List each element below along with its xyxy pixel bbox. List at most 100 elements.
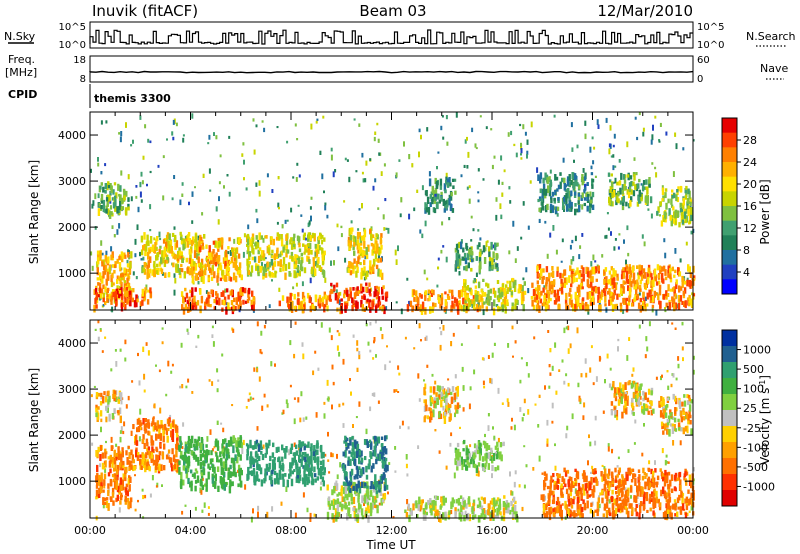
echo-cell [646,202,649,206]
echo-cell [99,272,102,281]
scatter-cell [548,385,551,389]
echo-cell [374,499,378,503]
echo-cell [371,503,374,510]
scatter-cell [475,272,478,277]
scatter-cell [581,233,584,237]
echo-cell [548,272,551,279]
scatter-cell [665,131,668,136]
echo-cell [127,497,130,503]
echo-cell [120,457,123,464]
echo-cell [159,443,162,447]
echo-cell [354,236,357,242]
echo-cell [303,480,307,487]
scatter-cell [514,340,517,344]
scatter-cell [293,397,296,400]
echo-cell [509,280,512,288]
scatter-cell [417,373,420,379]
echo-cell [424,295,427,301]
echo-cell [102,284,105,289]
echo-cell [641,184,645,192]
echo-cell [111,456,115,463]
echo-cell [209,255,212,259]
echo-cell [347,482,351,489]
scatter-cell [442,325,445,331]
scatter-cell [477,229,480,232]
echo-cell [535,304,539,312]
scatter-cell [477,497,480,501]
scatter-cell [116,229,119,235]
echo-cell [565,292,568,301]
echo-cell [452,185,455,189]
echo-cell [224,260,227,267]
scatter-cell [442,245,445,248]
echo-cell [317,467,321,476]
echo-cell [444,299,447,306]
scatter-cell [352,334,355,338]
scatter-cell [468,198,471,204]
scatter-cell [219,154,222,158]
echo-cell [344,449,347,458]
echo-cell [235,255,238,264]
echo-cell [565,199,568,206]
echo-cell [246,258,249,266]
echo-cell [577,192,581,197]
scatter-cell [276,126,279,129]
echo-cell [147,446,151,451]
echo-cell [376,247,379,254]
echo-cell [371,302,374,310]
scatter-cell [543,285,546,288]
echo-cell [227,294,230,300]
echo-cell [374,474,377,482]
echo-cell [439,505,442,510]
echo-cell [557,303,561,309]
scatter-cell [585,372,588,378]
scatter-cell [658,139,661,142]
echo-cell [469,248,473,255]
echo-cell [613,282,616,289]
echo-cell [121,206,124,211]
echo-cell [284,452,287,459]
echo-cell [433,208,437,214]
echo-cell [306,292,310,299]
echo-cell [352,244,355,251]
echo-cell [301,454,304,462]
echo-cell [199,480,202,487]
scatter-cell [626,355,629,361]
echo-cell [541,201,544,210]
echo-cell [355,447,359,454]
echo-cell [616,181,619,186]
echo-cell [344,435,347,441]
echo-cell [599,294,602,299]
echo-cell [549,203,553,210]
scatter-cell [201,477,204,481]
scatter-cell [513,481,516,488]
scatter-cell [515,152,518,158]
echo-cell [318,301,321,309]
scatter-cell [197,281,200,285]
echo-cell [381,443,384,451]
echo-cell [449,182,452,187]
scatter-cell [207,512,210,516]
echo-cell [370,502,373,507]
echo-cell [339,501,342,508]
echo-cell [639,279,642,285]
scatter-cell [544,495,546,501]
echo-cell [95,484,99,489]
echo-cell [278,300,281,307]
echo-cell [143,232,146,240]
echo-cell [365,496,369,503]
scatter-cell [611,448,614,451]
scatter-cell [252,397,255,400]
echo-cell [149,291,153,298]
echo-cell [281,456,284,462]
echo-cell [321,302,324,307]
echo-cell [357,498,360,503]
echo-cell [461,511,464,516]
echo-cell [201,438,204,446]
echo-cell [334,292,338,301]
echo-cell [551,191,555,197]
echo-cell [215,252,218,259]
echo-cell [147,240,150,247]
echo-cell [318,296,321,304]
echo-cell [113,467,116,472]
